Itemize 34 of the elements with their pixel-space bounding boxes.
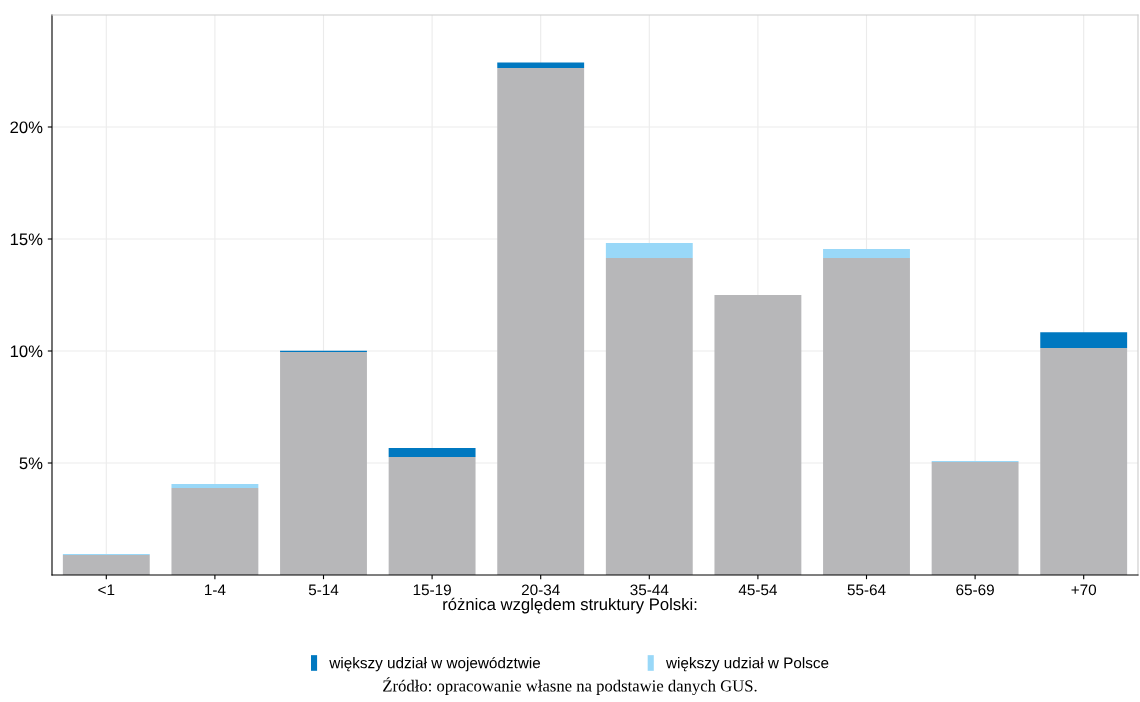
y-tick-label: 20% [10, 121, 43, 134]
x-tick-label: +70 [1071, 584, 1097, 596]
legend-label: większy udział w Polsce [665, 657, 829, 672]
bar [497, 62, 585, 69]
y-tick-label: 5% [19, 457, 43, 470]
bar [388, 456, 476, 575]
bar [280, 351, 367, 575]
bar [1040, 332, 1128, 349]
bar [823, 258, 910, 575]
text: Źródło: opracowanie własne na podstawie danych GUS. [383, 677, 757, 695]
x-tick-label: 65-69 [956, 584, 994, 596]
bar [714, 295, 802, 575]
bar [931, 462, 1019, 575]
x-tick-label: 35-44 [630, 584, 669, 596]
bar [823, 249, 910, 259]
bar [171, 484, 259, 489]
x-tick-label: <1 [98, 584, 115, 596]
x-tick-label: 45-54 [738, 584, 777, 596]
x-tick-label: 1-4 [205, 584, 226, 596]
x-tick-label: 20-34 [521, 584, 560, 596]
bar [62, 555, 150, 575]
bar [605, 243, 693, 259]
legend-title: różnica względem struktury Polski: [443, 597, 697, 614]
bar [497, 68, 585, 575]
bar [605, 258, 693, 575]
bar [388, 447, 476, 457]
y-tick-label: 15% [10, 233, 43, 246]
bar [1040, 348, 1128, 575]
x-tick-label: 5-14 [308, 584, 339, 596]
y-tick-label: 10% [10, 345, 43, 358]
bar [171, 488, 259, 575]
legend-label: większy udział w województwie [329, 656, 541, 672]
x-tick-label: 55-64 [847, 584, 886, 596]
x-tick-label: 15-19 [413, 584, 451, 596]
